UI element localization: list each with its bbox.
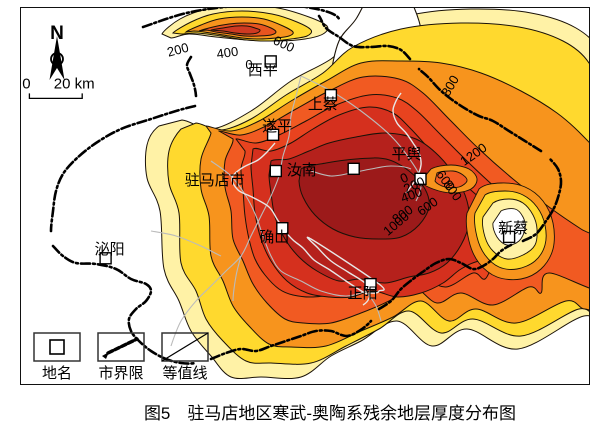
svg-text:200: 200 xyxy=(165,40,190,60)
svg-text:20 km: 20 km xyxy=(54,75,95,92)
svg-text:市界限: 市界限 xyxy=(98,365,143,382)
svg-text:等值线: 等值线 xyxy=(162,364,207,382)
svg-text:400: 400 xyxy=(216,44,240,62)
svg-text:0: 0 xyxy=(22,75,30,92)
svg-text:地名: 地名 xyxy=(42,365,72,382)
